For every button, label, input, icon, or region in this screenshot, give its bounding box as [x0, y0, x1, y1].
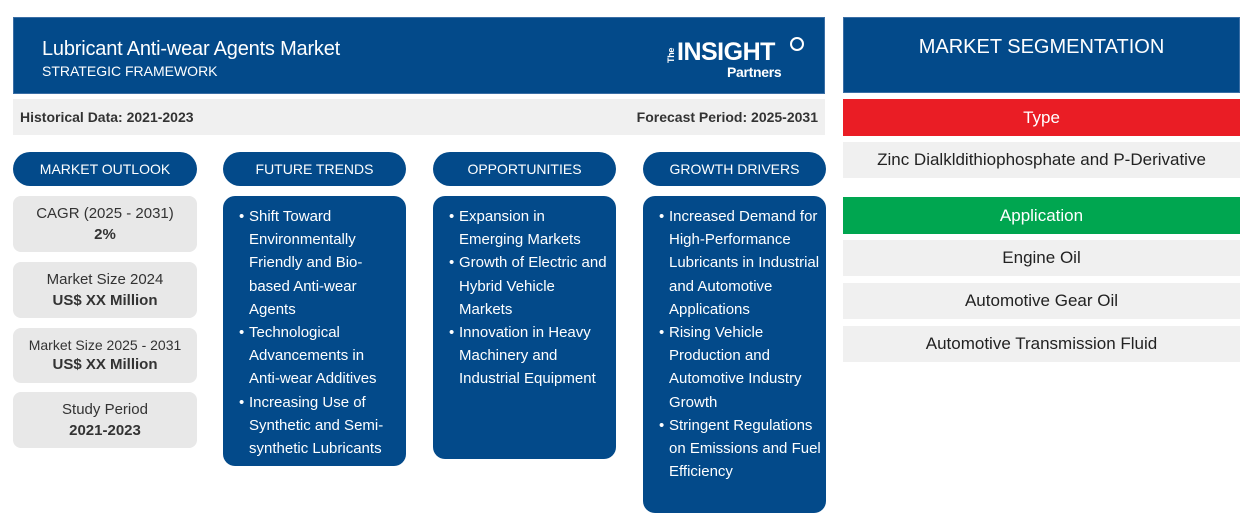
- trend-item: Technological Advancements in Anti-wear …: [239, 321, 398, 391]
- future-trends-card: Shift Toward Environmentally Friendly an…: [223, 196, 406, 466]
- driver-item: Increased Demand for High-Performance Lu…: [659, 205, 822, 321]
- future-trends-heading: FUTURE TRENDS: [223, 152, 406, 186]
- forecast-period-label: Forecast Period: 2025-2031: [636, 109, 818, 125]
- insight-partners-logo: The INSIGHT Partners: [666, 35, 806, 81]
- logo-partners-text: Partners: [727, 64, 782, 80]
- period-bar: Historical Data: 2021-2023 Forecast Peri…: [13, 99, 825, 135]
- report-header: Lubricant Anti-wear Agents Market STRATE…: [13, 17, 825, 94]
- segment-item: Automotive Transmission Fluid: [843, 326, 1240, 362]
- logo-ring-icon: [790, 37, 804, 51]
- driver-item: Stringent Regulations on Emissions and F…: [659, 414, 822, 484]
- opportunity-item: Expansion in Emerging Markets: [449, 205, 608, 251]
- market-outlook-heading: MARKET OUTLOOK: [13, 152, 197, 186]
- growth-drivers-card: Increased Demand for High-Performance Lu…: [643, 196, 826, 513]
- historical-data-label: Historical Data: 2021-2023: [20, 109, 194, 125]
- trend-item: Increasing Use of Synthetic and Semi-syn…: [239, 391, 398, 461]
- trend-item: Shift Toward Environmentally Friendly an…: [239, 205, 398, 321]
- logo-the-text: The: [666, 47, 676, 63]
- segment-category-type: Type: [843, 99, 1240, 136]
- page-title: Lubricant Anti-wear Agents Market: [42, 38, 340, 60]
- stat-label: Market Size 2025 - 2031: [28, 337, 182, 353]
- market-segmentation-heading: MARKET SEGMENTATION: [843, 17, 1240, 93]
- stat-market-size-2024: Market Size 2024 US$ XX Million: [13, 262, 197, 318]
- opportunities-card: Expansion in Emerging Markets Growth of …: [433, 196, 616, 459]
- stat-value: 2021-2023: [69, 422, 141, 439]
- opportunities-heading: OPPORTUNITIES: [433, 152, 616, 186]
- stat-label: Market Size 2024: [46, 271, 164, 288]
- segment-category-application: Application: [843, 197, 1240, 234]
- opportunity-item: Growth of Electric and Hybrid Vehicle Ma…: [449, 251, 608, 321]
- stat-label: CAGR (2025 - 2031): [36, 205, 174, 222]
- segment-item: Zinc Dialkldithiophosphate and P-Derivat…: [843, 142, 1240, 178]
- segment-item: Automotive Gear Oil: [843, 283, 1240, 319]
- growth-drivers-heading: GROWTH DRIVERS: [643, 152, 826, 186]
- stat-label: Study Period: [62, 401, 148, 418]
- stat-value: 2%: [94, 226, 116, 243]
- stat-value: US$ XX Million: [52, 292, 158, 309]
- opportunity-item: Innovation in Heavy Machinery and Indust…: [449, 321, 608, 391]
- driver-item: Rising Vehicle Production and Automotive…: [659, 321, 822, 414]
- stat-cagr: CAGR (2025 - 2031) 2%: [13, 196, 197, 252]
- page-subtitle: STRATEGIC FRAMEWORK: [42, 63, 218, 79]
- stat-study-period: Study Period 2021-2023: [13, 392, 197, 448]
- stat-market-size-forecast: Market Size 2025 - 2031 US$ XX Million: [13, 328, 197, 383]
- logo-insight-text: INSIGHT: [677, 38, 775, 66]
- segment-item: Engine Oil: [843, 240, 1240, 276]
- stat-value: US$ XX Million: [52, 356, 158, 373]
